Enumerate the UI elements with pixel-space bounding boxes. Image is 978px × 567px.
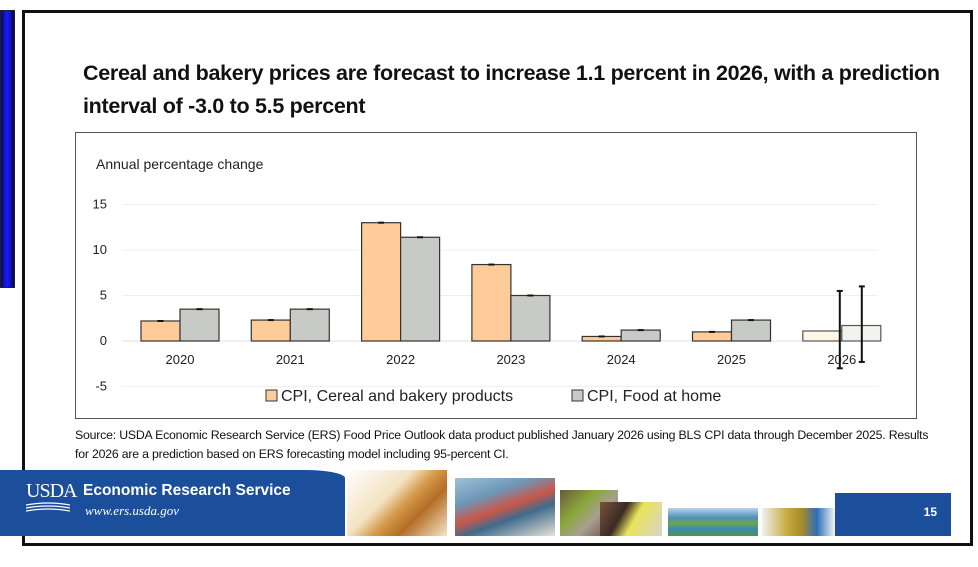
x-tick-label: 2024 (607, 352, 636, 367)
side-panel (0, 10, 15, 288)
bar-cereal-bakery (250, 319, 291, 342)
legend-swatch-cereal-bakery (265, 389, 278, 402)
bar-food-at-home (179, 308, 220, 342)
bar-food-at-home (620, 329, 661, 342)
x-tick-label: 2025 (717, 352, 746, 367)
bar-cereal-bakery (691, 331, 733, 342)
bar-food-at-home (730, 319, 772, 342)
x-tick-label: 2023 (496, 352, 525, 367)
photo-wetlands (668, 508, 758, 536)
bar-food-at-home (400, 236, 441, 342)
photo-shopping-cart (600, 502, 662, 536)
legend-label-cereal-bakery: CPI, Cereal and bakery products (281, 388, 513, 405)
bar-cereal-bakery (802, 330, 843, 342)
org-url: www.ers.usda.gov (85, 503, 180, 518)
y-tick-label: -5 (95, 379, 107, 394)
slide-bottom-border (22, 536, 973, 546)
x-tick-label: 2022 (386, 352, 415, 367)
legend-swatch-food-at-home (571, 389, 584, 402)
bar-food-at-home (510, 294, 551, 342)
bar-cereal-bakery (471, 263, 512, 342)
usda-logo-lines-icon (26, 502, 70, 512)
photo-town-street (762, 508, 835, 536)
photo-cargo-ship (455, 478, 555, 536)
y-tick-label: 5 (100, 288, 107, 303)
slide-title: Cereal and bakery prices are forecast to… (83, 61, 940, 118)
y-tick-label: 15 (93, 197, 107, 212)
y-tick-label: 10 (93, 242, 107, 257)
org-name: Economic Research Service (83, 482, 291, 499)
y-axis-label: Annual percentage change (96, 156, 264, 172)
usda-logo: USDA (26, 480, 77, 502)
x-tick-label: 2020 (166, 352, 195, 367)
photo-wheat (347, 470, 447, 536)
bar-cereal-bakery (140, 320, 181, 342)
page-number: 15 (923, 505, 937, 519)
bar-cereal-bakery (361, 222, 402, 342)
x-tick-label: 2026 (827, 352, 856, 367)
source-note: Source: USDA Economic Research Service (… (75, 428, 929, 461)
x-tick-label: 2021 (276, 352, 305, 367)
slide: Cereal and bakery prices are forecast to… (22, 10, 973, 546)
chart-area: Annual percentage change 15 10 5 0 -5 2020 2021… (75, 132, 917, 419)
y-tick-label: 0 (100, 333, 107, 348)
legend-label-food-at-home: CPI, Food at home (587, 388, 721, 405)
bar-food-at-home (289, 308, 330, 342)
bar-chart: Annual percentage change 15 10 5 0 -5 2020 2021… (93, 156, 882, 405)
page-number-tab: 15 (835, 493, 951, 536)
